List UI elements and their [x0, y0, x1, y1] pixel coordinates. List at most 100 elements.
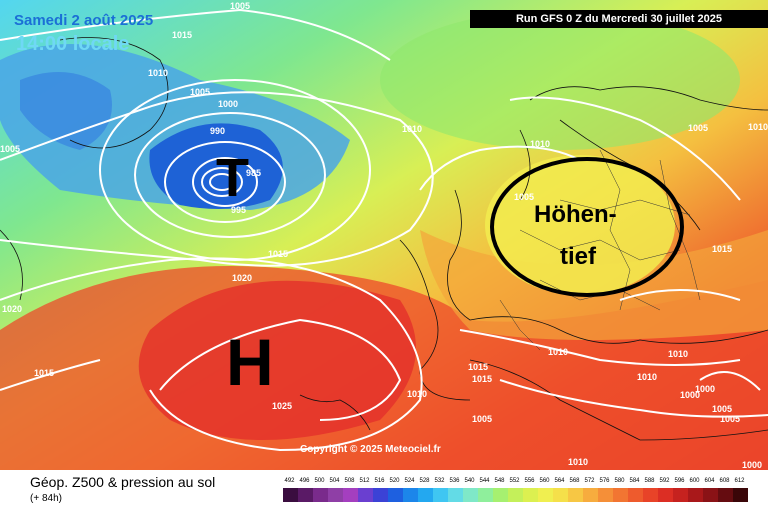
legend-tick-label: 544: [479, 478, 490, 484]
pressure-label: 1005: [688, 123, 708, 133]
legend-color-swatch: [568, 488, 583, 502]
legend-tick-label: 508: [344, 478, 355, 484]
legend-tick-label: 604: [704, 478, 715, 484]
legend-tick-label: 576: [599, 478, 610, 484]
legend-tick-label: 524: [404, 478, 415, 484]
legend-tick-label: 520: [389, 478, 400, 484]
upper-low-yellow-region: [485, 155, 675, 295]
valid-date-label: Samedi 2 août 2025: [14, 12, 154, 29]
legend-color-swatch: [298, 488, 313, 502]
weather-map: 1005 1015 1010 1005 1000 990 985 995 100…: [0, 0, 768, 470]
pressure-label: 1000: [695, 384, 715, 394]
pressure-label: 1010: [637, 372, 657, 382]
legend-color-swatch: [493, 488, 508, 502]
legend-color-swatch: [628, 488, 643, 502]
footer-title: Géop. Z500 & pression au sol: [30, 474, 216, 490]
pressure-label: 1000: [742, 460, 762, 470]
legend-color-swatch: [508, 488, 523, 502]
legend-tick-label: 612: [734, 478, 745, 484]
legend-tick-label: 552: [509, 478, 520, 484]
legend-color-swatch: [538, 488, 553, 502]
legend-tick-label: 592: [659, 478, 670, 484]
color-scale-legend: 492 496 500 504 508 512 516 520 524 528 532 536 540 5…: [283, 478, 751, 508]
legend-color-swatch: [673, 488, 688, 502]
upper-low-annotation-line1: Höhen-: [534, 201, 617, 228]
legend-tick-label: 512: [359, 478, 370, 484]
pressure-label: 1010: [668, 349, 688, 359]
pressure-label: 1015: [472, 374, 492, 384]
legend-tick-label: 560: [539, 478, 550, 484]
pressure-label: 1000: [218, 99, 238, 109]
legend-tick-label: 556: [524, 478, 535, 484]
legend-tick-label: 588: [644, 478, 655, 484]
legend-tick-label: 492: [284, 478, 295, 484]
legend-color-swatch: [688, 488, 703, 502]
legend-tick-label: 596: [674, 478, 685, 484]
pressure-label: 990: [210, 126, 225, 136]
greenland-cold-region: [20, 72, 112, 150]
model-run-label: Run GFS 0 Z du Mercredi 30 juillet 2025: [470, 10, 768, 28]
legend-color-swatch: [433, 488, 448, 502]
legend-color-swatch: [403, 488, 418, 502]
legend-color-swatch: [598, 488, 613, 502]
pressure-label: 1010: [568, 457, 588, 467]
legend-tick-label: 516: [374, 478, 385, 484]
pressure-label: 1015: [34, 368, 54, 378]
pressure-label: 1015: [172, 30, 192, 40]
legend-tick-label: 540: [464, 478, 475, 484]
pressure-label: 1010: [530, 139, 550, 149]
legend-color-swatch: [448, 488, 463, 502]
isobars: [0, 8, 768, 452]
pressure-label: 1010: [748, 122, 768, 132]
legend-color-swatch: [313, 488, 328, 502]
pressure-label: 1010: [148, 68, 168, 78]
pressure-label: 1015: [468, 362, 488, 372]
legend-tick-label: 580: [614, 478, 625, 484]
legend-color-swatch: [418, 488, 433, 502]
legend-color-swatch: [463, 488, 478, 502]
pressure-label: 1020: [232, 273, 252, 283]
pressure-label: 995: [231, 205, 246, 215]
legend-color-swatch: [553, 488, 568, 502]
legend-color-swatch: [703, 488, 718, 502]
valid-time-label: 14:00 locale: [16, 33, 130, 55]
pressure-label: 1005: [230, 1, 250, 11]
pressure-label: 1005: [514, 192, 534, 202]
footer-subtitle: (+ 84h): [30, 493, 62, 504]
pressure-label: 1005: [190, 87, 210, 97]
low-pressure-symbol: T: [216, 148, 249, 208]
legend-tick-label: 496: [299, 478, 310, 484]
copyright-label: Copyright © 2025 Meteociel.fr: [300, 444, 441, 455]
legend-color-swatch: [718, 488, 733, 502]
legend-color-swatch: [523, 488, 538, 502]
high-pressure-symbol: H: [226, 325, 274, 399]
legend-tick-label: 564: [554, 478, 565, 484]
subtropical-high-region: [138, 280, 416, 440]
pressure-label: 985: [246, 168, 261, 178]
pressure-labels: 1005 1015 1010 1005 1000 990 985 995 100…: [0, 1, 768, 470]
upper-low-annotation-circle: [490, 157, 684, 297]
pressure-label: 1010: [548, 347, 568, 357]
legend-tick-label: 504: [329, 478, 340, 484]
legend-color-swatch: [343, 488, 358, 502]
legend-tick-label: 528: [419, 478, 430, 484]
legend-tick-label: 532: [434, 478, 445, 484]
pressure-label: 1025: [272, 401, 292, 411]
legend-color-swatch: [613, 488, 628, 502]
legend-color-swatch: [358, 488, 373, 502]
legend-color-swatch: [478, 488, 493, 502]
pressure-label: 1015: [268, 249, 288, 259]
legend-tick-label: 548: [494, 478, 505, 484]
legend-color-swatch: [328, 488, 343, 502]
legend-tick-label: 584: [629, 478, 640, 484]
legend-color-swatch: [643, 488, 658, 502]
green-north-region: [380, 10, 740, 150]
legend-tick-label: 568: [569, 478, 580, 484]
legend-color-swatch: [733, 488, 748, 502]
pressure-label: 1000: [680, 390, 700, 400]
pressure-label: 1020: [2, 304, 22, 314]
legend-color-swatch: [373, 488, 388, 502]
pressure-label: 1005: [712, 404, 732, 414]
legend-tick-label: 608: [719, 478, 730, 484]
legend-color-swatch: [283, 488, 298, 502]
